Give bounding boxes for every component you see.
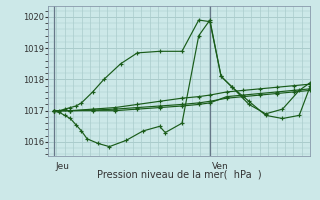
Text: Ven: Ven xyxy=(212,162,228,171)
X-axis label: Pression niveau de la mer(  hPa  ): Pression niveau de la mer( hPa ) xyxy=(97,170,261,180)
Text: Jeu: Jeu xyxy=(55,162,69,171)
